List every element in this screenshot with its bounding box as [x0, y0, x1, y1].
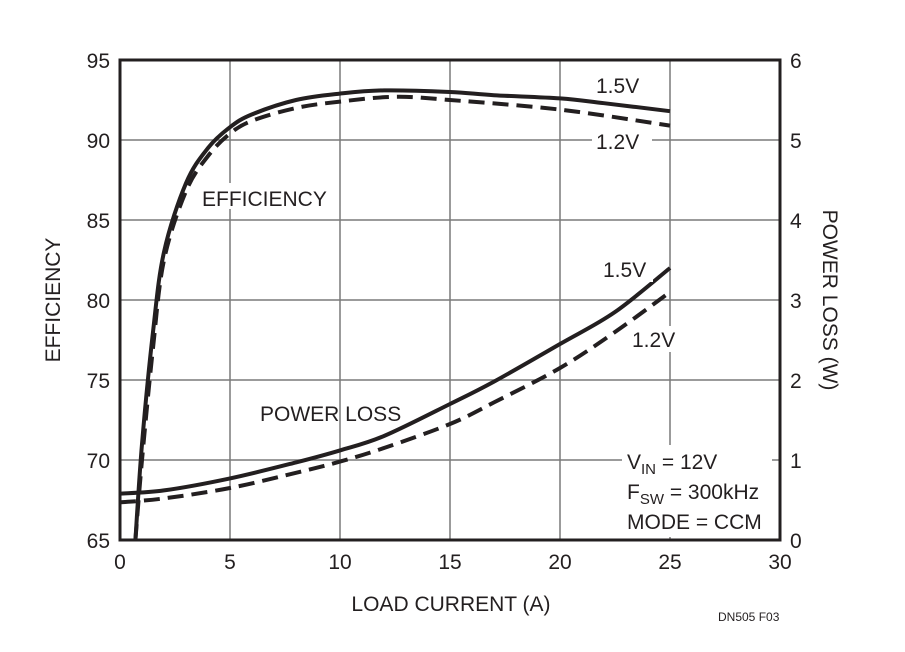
series-power-loss-1-2v: [119, 290, 672, 505]
label-bg: [592, 70, 652, 98]
y2-tick-label: 0: [790, 530, 802, 553]
series-power-loss-1-5v: [119, 266, 672, 496]
conditions-bg: [622, 445, 772, 537]
x-axis-label: LOAD CURRENT (A): [351, 593, 550, 616]
series-efficiency-1-5v: [133, 88, 671, 541]
grid: [120, 60, 780, 540]
y2-tick-label: 1: [790, 450, 802, 473]
eff-1.5v-label: 1.5V: [596, 75, 639, 98]
series-efficiency-1-2v: [133, 94, 671, 541]
y2-tick-label: 2: [790, 370, 802, 393]
y2-tick-label: 3: [790, 290, 802, 313]
y-tick-label: 70: [87, 450, 110, 473]
x-tick-label: 5: [224, 551, 236, 574]
y2-tick-label: 4: [790, 210, 802, 233]
y-tick-label: 80: [87, 290, 110, 313]
y-axis-label: EFFICIENCY: [42, 238, 65, 363]
plot-frame: [118, 58, 782, 542]
label-bg: [198, 183, 324, 209]
figure-id: DN505 F03: [718, 610, 780, 624]
y-tick-label: 90: [87, 130, 110, 153]
y-tick-label: 65: [87, 530, 110, 553]
x-tick-label: 0: [114, 551, 126, 574]
label-bg: [592, 126, 652, 154]
y2-tick-label: 5: [790, 130, 802, 153]
y-tick-label: 85: [87, 210, 110, 233]
mode-condition: MODE = CCM: [627, 511, 762, 534]
label-bg: [601, 256, 653, 282]
x-tick-label: 15: [438, 551, 461, 574]
loss-1.2v-label: 1.2V: [632, 329, 675, 352]
y-tick-label: 95: [87, 50, 110, 73]
label-bg: [628, 326, 686, 352]
y2-axis-label: POWER LOSS (W): [818, 210, 841, 391]
y2-tick-label: 6: [790, 50, 802, 73]
power-loss-annotation: POWER LOSS: [260, 403, 401, 426]
x-tick-label: 25: [658, 551, 681, 574]
series: [119, 88, 672, 541]
eff-1.2v-label: 1.2V: [596, 131, 639, 154]
ticks: 0 5 10 15 20 25 30 65 70 75 80 85 90 95 0 1 2 3 4 5 6: [87, 50, 802, 574]
vin-condition: VIN = 12V: [627, 451, 717, 478]
y-tick-label: 75: [87, 370, 110, 393]
fsw-condition: FSW = 300kHz: [627, 481, 759, 508]
x-tick-label: 20: [548, 551, 571, 574]
efficiency-annotation: EFFICIENCY: [202, 188, 327, 211]
x-tick-label: 10: [328, 551, 351, 574]
loss-1.5v-label: 1.5V: [603, 259, 646, 282]
x-tick-label: 30: [768, 551, 791, 574]
